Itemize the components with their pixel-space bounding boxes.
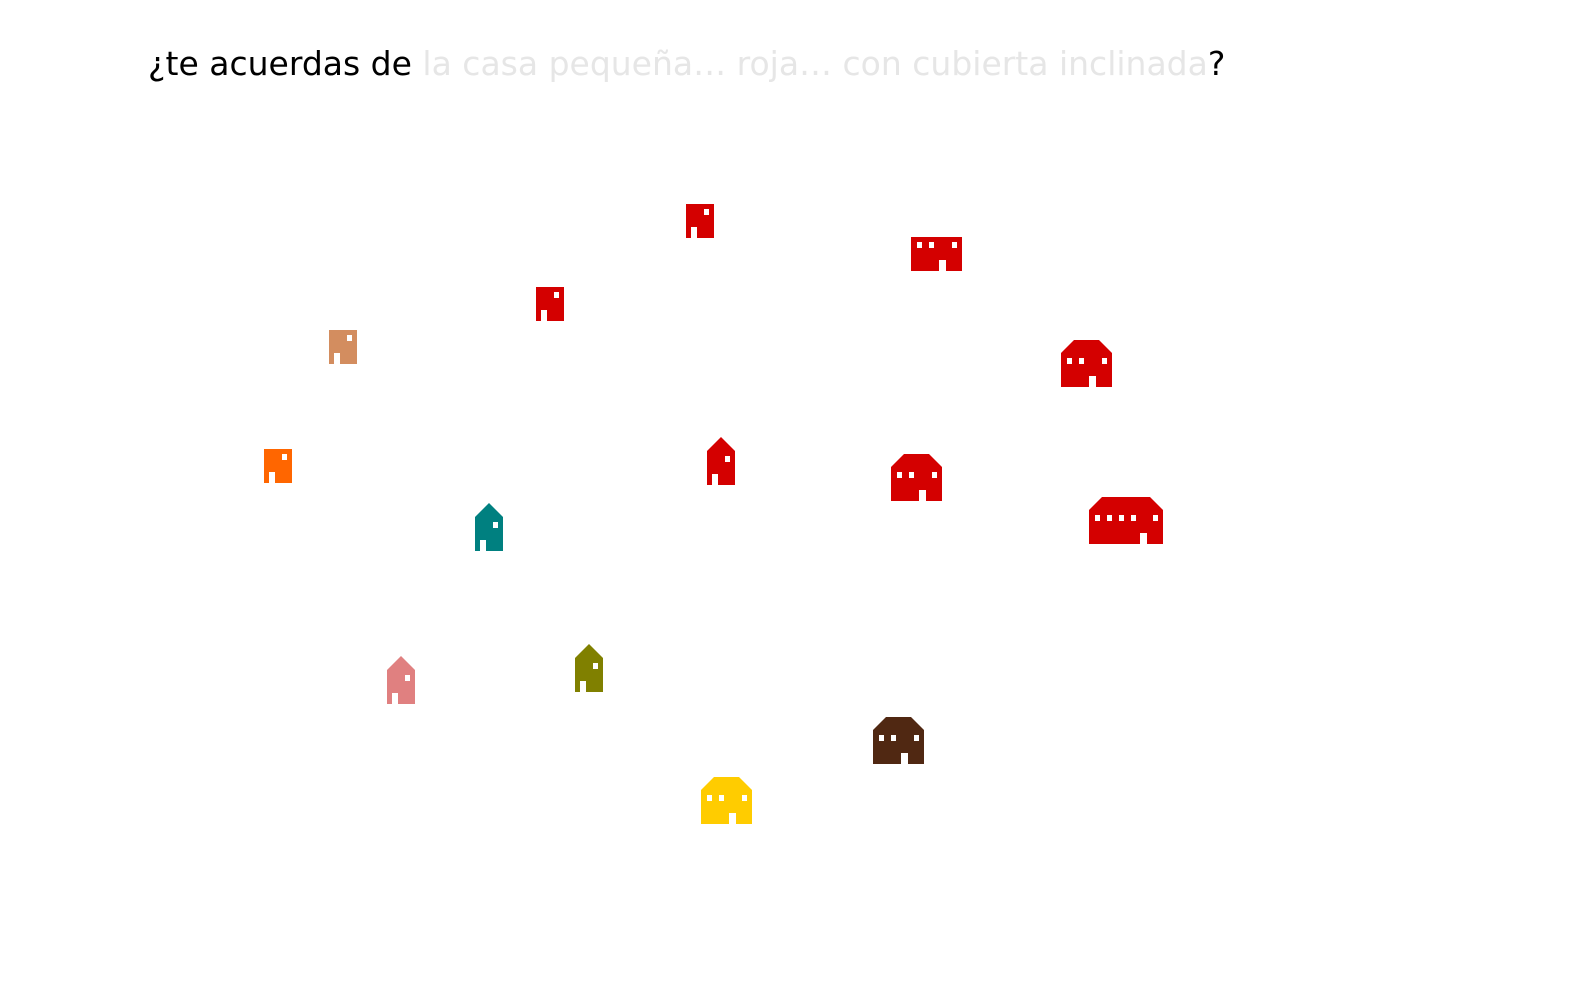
window [891, 735, 896, 741]
door [541, 310, 547, 321]
window [593, 663, 598, 669]
window [707, 795, 712, 801]
house-body [686, 204, 714, 238]
house-body [387, 670, 415, 704]
house-body [575, 658, 603, 692]
window [719, 795, 724, 801]
door [691, 227, 697, 238]
house-brown-medium[interactable] [873, 717, 924, 764]
gable-roof [387, 656, 415, 670]
gable-roof [475, 503, 503, 517]
house-orange-small[interactable] [264, 449, 292, 483]
house-body [475, 517, 503, 551]
door [919, 490, 926, 501]
window [725, 456, 730, 462]
prompt-suffix: ? [1207, 44, 1226, 83]
window [704, 209, 709, 215]
house-olive-small[interactable] [575, 644, 603, 692]
window [917, 242, 922, 248]
window [1153, 515, 1158, 521]
house-body [1089, 510, 1163, 544]
prompt-target-hint: la casa pequeña… roja… con cubierta incl… [422, 44, 1208, 83]
window [1119, 515, 1124, 521]
door [1089, 376, 1096, 387]
house-tan-small[interactable] [329, 330, 357, 364]
prompt-prefix: ¿te acuerdas de [148, 44, 423, 83]
door [580, 681, 586, 692]
question-prompt: ¿te acuerdas de la casa pequeña… roja… c… [148, 44, 1225, 83]
house-yellow-medium[interactable] [701, 777, 752, 824]
window [554, 292, 559, 298]
window [932, 472, 937, 478]
window [897, 472, 902, 478]
house-red-medium[interactable] [891, 454, 942, 501]
door [939, 260, 946, 271]
door [269, 472, 275, 483]
window [914, 735, 919, 741]
gable-roof [575, 644, 603, 658]
door [392, 693, 398, 704]
hip-roof [1089, 497, 1163, 510]
window [493, 522, 498, 528]
house-teal-small[interactable] [475, 503, 503, 551]
hip-roof [1061, 340, 1112, 353]
hip-roof [701, 777, 752, 790]
door [334, 353, 340, 364]
house-red-medium[interactable] [1061, 340, 1112, 387]
window [742, 795, 747, 801]
window [405, 675, 410, 681]
house-red-large[interactable] [1089, 497, 1163, 544]
house-body [264, 449, 292, 483]
door [901, 753, 908, 764]
house-red-small[interactable] [536, 287, 564, 321]
house-body [707, 451, 735, 485]
house-red-small[interactable] [707, 437, 735, 485]
window [1067, 358, 1072, 364]
door [712, 474, 718, 485]
house-red-small[interactable] [686, 204, 714, 238]
window [1095, 515, 1100, 521]
house-body [329, 330, 357, 364]
hip-roof [873, 717, 924, 730]
window [1107, 515, 1112, 521]
window [909, 472, 914, 478]
house-pink-small[interactable] [387, 656, 415, 704]
hip-roof [891, 454, 942, 467]
window [282, 454, 287, 460]
window [879, 735, 884, 741]
gable-roof [707, 437, 735, 451]
house-body [536, 287, 564, 321]
door [480, 540, 486, 551]
window [1102, 358, 1107, 364]
window [952, 242, 957, 248]
door [729, 813, 736, 824]
window [929, 242, 934, 248]
window [1079, 358, 1084, 364]
house-red-medium[interactable] [911, 237, 962, 271]
window [1131, 515, 1136, 521]
door [1140, 533, 1147, 544]
window [347, 335, 352, 341]
